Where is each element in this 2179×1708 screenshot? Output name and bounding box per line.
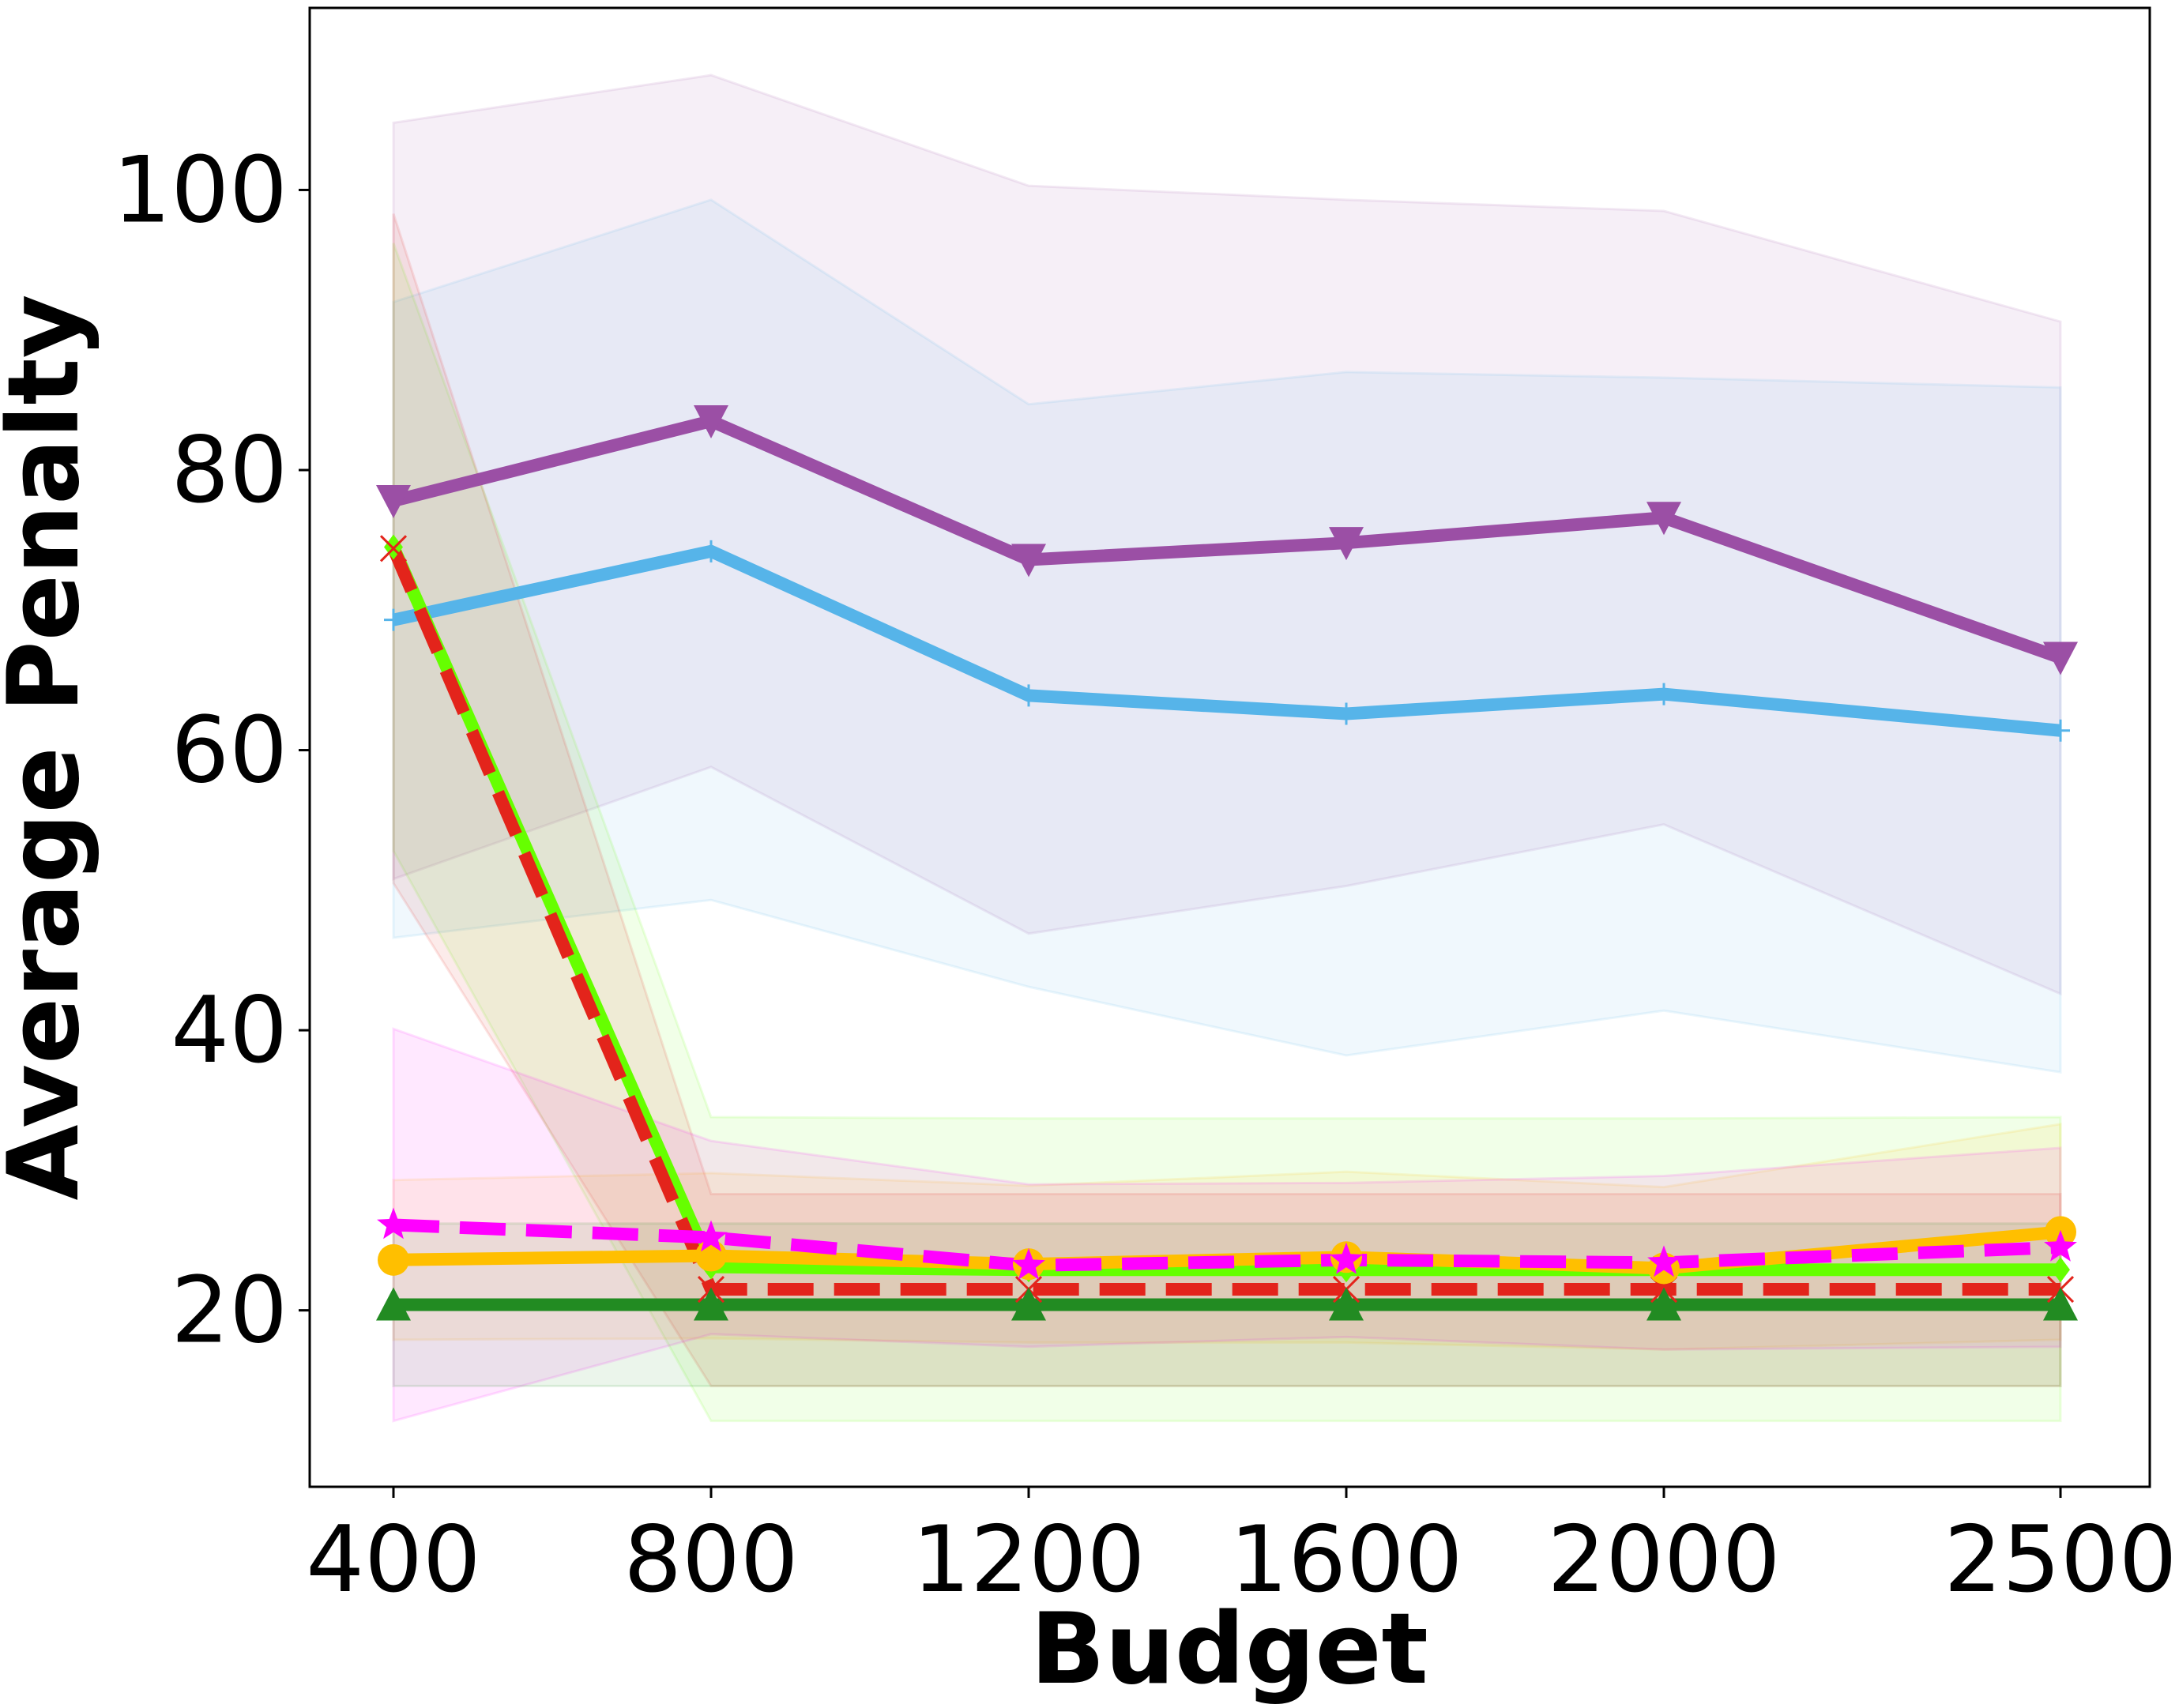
y-tick-label: 100 [113, 137, 288, 243]
data-point-1-3 [1337, 702, 1356, 725]
data-point-5-5 [2044, 1229, 2077, 1262]
data-point-0-2 [1011, 544, 1046, 577]
plot-frame [308, 6, 2151, 1488]
x-tick-label: 2500 [1944, 1507, 2177, 1613]
data-point-0-0 [376, 485, 411, 518]
x-tick-label: 2000 [1547, 1507, 1780, 1613]
confidence-band-5 [392, 1027, 2062, 1423]
data-point-5-4 [1647, 1245, 1680, 1277]
x-axis-title: Budget [1030, 1593, 1428, 1706]
data-point-1-5 [2051, 719, 2070, 742]
y-axis-ticks: 20 40 60 80 100 [113, 137, 310, 1364]
data-point-3-0 [379, 535, 408, 562]
x-tick-label: 400 [306, 1507, 480, 1613]
x-tick-label: 800 [623, 1507, 798, 1613]
data-point-5-0 [377, 1207, 410, 1240]
y-tick-label: 80 [171, 417, 288, 524]
data-point-5-1 [694, 1220, 728, 1252]
data-point-0-3 [1329, 527, 1364, 561]
data-point-6-2 [1011, 1287, 1046, 1321]
series-line-5 [393, 1218, 2061, 1272]
data-point-5-2 [1012, 1247, 1045, 1280]
y-tick-label: 60 [171, 698, 288, 804]
y-axis-title: Average Penalty [0, 295, 101, 1201]
data-point-1-2 [1019, 684, 1038, 707]
series-line-0 [392, 414, 2063, 664]
data-point-6-3 [1329, 1287, 1364, 1321]
confidence-band-1 [392, 198, 2062, 1074]
data-point-1-0 [384, 608, 403, 631]
series-lines [387, 414, 2063, 1311]
confidence-band-2 [392, 243, 2062, 1423]
data-point-0-4 [1646, 502, 1681, 536]
data-point-1-1 [702, 540, 721, 562]
data-point-6-4 [1646, 1287, 1681, 1321]
y-tick-label: 40 [171, 977, 288, 1084]
data-point-5-3 [1330, 1242, 1363, 1274]
data-point-0-1 [694, 404, 728, 438]
data-point-4-0 [378, 1243, 409, 1276]
confidence-bands [392, 73, 2062, 1423]
data-point-2-5 [2051, 1257, 2070, 1283]
data-point-6-1 [694, 1287, 728, 1321]
series-line-1 [392, 544, 2061, 737]
data-point-6-5 [2043, 1287, 2078, 1321]
x-tick-label: 1600 [1229, 1507, 1462, 1613]
x-axis-ticks: 400 800 1200 1600 2000 2500 [306, 1487, 2177, 1613]
data-point-6-0 [376, 1287, 411, 1321]
series-markers [376, 404, 2078, 1321]
series-line-2 [387, 544, 2060, 1277]
y-tick-label: 20 [171, 1258, 288, 1364]
data-point-1-4 [1654, 683, 1673, 705]
series-line-3 [387, 546, 2060, 1296]
data-point-0-5 [2043, 641, 2078, 675]
confidence-band-0 [392, 73, 2062, 996]
x-tick-label: 1200 [912, 1507, 1145, 1613]
